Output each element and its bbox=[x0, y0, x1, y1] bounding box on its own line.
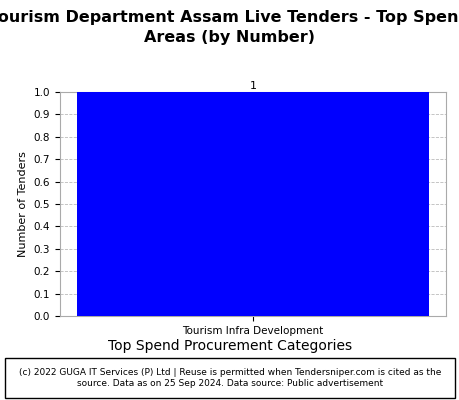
FancyBboxPatch shape bbox=[5, 358, 454, 398]
Text: Tourism Department Assam Live Tenders - Top Spend
Areas (by Number): Tourism Department Assam Live Tenders - … bbox=[0, 10, 459, 45]
Text: Top Spend Procurement Categories: Top Spend Procurement Categories bbox=[108, 339, 351, 353]
Text: (c) 2022 GUGA IT Services (P) Ltd | Reuse is permitted when Tendersniper.com is : (c) 2022 GUGA IT Services (P) Ltd | Reus… bbox=[19, 368, 440, 388]
Y-axis label: Number of Tenders: Number of Tenders bbox=[18, 151, 28, 257]
Text: 1: 1 bbox=[249, 81, 256, 91]
